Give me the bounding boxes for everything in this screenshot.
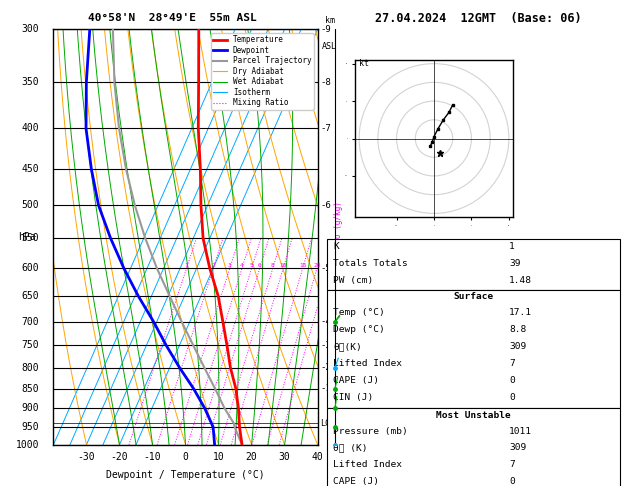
Text: 0: 0 (509, 477, 515, 486)
Text: 1011: 1011 (509, 427, 532, 435)
Text: km: km (325, 16, 335, 25)
Text: 950: 950 (21, 422, 39, 432)
Text: CAPE (J): CAPE (J) (333, 477, 379, 486)
Text: -30: -30 (77, 452, 96, 462)
Text: hPa: hPa (18, 232, 36, 242)
Text: 8.8: 8.8 (509, 325, 526, 334)
Text: 600: 600 (21, 263, 39, 274)
Text: 450: 450 (21, 164, 39, 174)
Text: 7: 7 (509, 359, 515, 368)
Text: 6: 6 (258, 263, 262, 268)
Text: 15: 15 (299, 263, 306, 268)
Text: 750: 750 (21, 340, 39, 350)
Text: 20: 20 (313, 263, 321, 268)
Text: 1: 1 (184, 263, 188, 268)
Text: -10: -10 (143, 452, 162, 462)
Text: 650: 650 (21, 291, 39, 301)
Text: -8: -8 (320, 78, 331, 87)
Text: Lifted Index: Lifted Index (333, 359, 402, 368)
Text: 850: 850 (21, 383, 39, 394)
Text: 27.04.2024  12GMT  (Base: 06): 27.04.2024 12GMT (Base: 06) (375, 12, 581, 25)
Text: -6: -6 (320, 201, 331, 210)
Text: ASL: ASL (322, 42, 337, 51)
Text: 500: 500 (21, 200, 39, 210)
FancyBboxPatch shape (327, 408, 620, 486)
Text: 300: 300 (21, 24, 39, 34)
Text: -3: -3 (320, 341, 331, 350)
Text: 2: 2 (211, 263, 215, 268)
Text: 350: 350 (21, 77, 39, 87)
Text: 309: 309 (509, 443, 526, 452)
Text: LCL: LCL (320, 419, 335, 428)
Text: 20: 20 (246, 452, 257, 462)
Text: 5: 5 (250, 263, 253, 268)
Text: 40°58'N  28°49'E  55m ASL: 40°58'N 28°49'E 55m ASL (88, 13, 257, 23)
FancyBboxPatch shape (327, 290, 620, 408)
Text: 4: 4 (240, 263, 244, 268)
Text: 39: 39 (509, 259, 521, 268)
Text: Pressure (mb): Pressure (mb) (333, 427, 408, 435)
Text: -9: -9 (320, 25, 331, 34)
Text: -4: -4 (320, 317, 331, 326)
Text: 10: 10 (279, 263, 287, 268)
Text: 0: 0 (509, 376, 515, 385)
Text: -1: -1 (320, 384, 331, 393)
Text: 1.48: 1.48 (509, 276, 532, 284)
Text: θᴇ(K): θᴇ(K) (333, 342, 362, 351)
Text: 40: 40 (312, 452, 323, 462)
Text: 800: 800 (21, 363, 39, 373)
Text: 1: 1 (509, 242, 515, 251)
Text: 1000: 1000 (16, 440, 39, 450)
Text: Lifted Index: Lifted Index (333, 460, 402, 469)
Text: 550: 550 (21, 233, 39, 243)
Text: Temp (°C): Temp (°C) (333, 308, 385, 317)
Text: Totals Totals: Totals Totals (333, 259, 408, 268)
Text: CAPE (J): CAPE (J) (333, 376, 379, 385)
Text: 10: 10 (213, 452, 225, 462)
FancyBboxPatch shape (327, 239, 620, 290)
Text: Surface: Surface (454, 293, 493, 301)
Text: 309: 309 (509, 342, 526, 351)
Text: Dewp (°C): Dewp (°C) (333, 325, 385, 334)
Text: Mixing Ratio (g/kg): Mixing Ratio (g/kg) (334, 201, 343, 289)
Text: kt: kt (359, 58, 369, 68)
Text: 700: 700 (21, 316, 39, 327)
Text: 0: 0 (509, 393, 515, 402)
Text: 900: 900 (21, 403, 39, 413)
Text: 8: 8 (271, 263, 275, 268)
Text: Most Unstable: Most Unstable (436, 411, 511, 420)
Text: Dewpoint / Temperature (°C): Dewpoint / Temperature (°C) (106, 469, 265, 480)
Text: -5: -5 (320, 264, 331, 273)
Text: 17.1: 17.1 (509, 308, 532, 317)
Text: K: K (333, 242, 338, 251)
Text: θᴇ (K): θᴇ (K) (333, 443, 367, 452)
Text: 7: 7 (509, 460, 515, 469)
Text: CIN (J): CIN (J) (333, 393, 373, 402)
Text: -7: -7 (320, 124, 331, 133)
Legend: Temperature, Dewpoint, Parcel Trajectory, Dry Adiabat, Wet Adiabat, Isotherm, Mi: Temperature, Dewpoint, Parcel Trajectory… (211, 33, 314, 110)
Text: -2: -2 (320, 363, 331, 372)
Text: 0: 0 (182, 452, 189, 462)
Text: 400: 400 (21, 123, 39, 134)
Text: 3: 3 (228, 263, 231, 268)
Text: PW (cm): PW (cm) (333, 276, 373, 284)
Text: -20: -20 (111, 452, 128, 462)
Text: 30: 30 (279, 452, 291, 462)
